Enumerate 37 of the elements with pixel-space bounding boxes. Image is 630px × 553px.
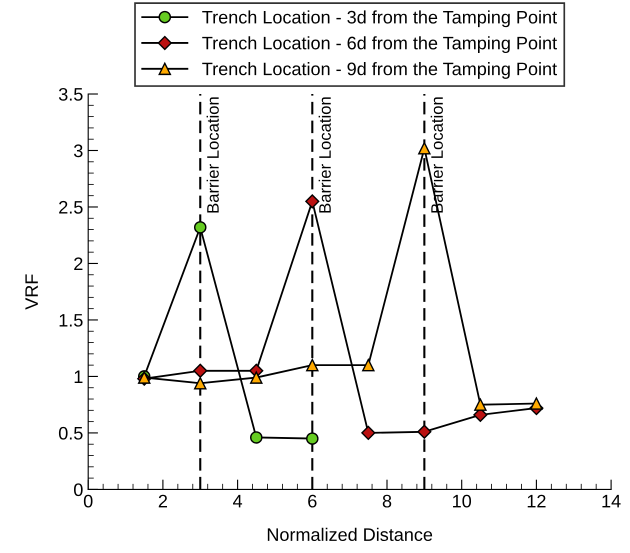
x-axis-title: Normalized Distance — [268, 528, 432, 542]
y-tick-label: 3.5 — [58, 88, 83, 101]
legend-label: Trench Location - 3d from the Tamping Point — [202, 10, 557, 28]
point — [417, 424, 432, 439]
y-tick-label: 2 — [74, 257, 82, 270]
legend-label: Trench Location - 6d from the Tamping Point — [202, 36, 557, 54]
y-tick-label: 0 — [74, 483, 83, 496]
y-tick-label: 1.5 — [60, 314, 83, 327]
x-tick-label: 10 — [453, 494, 472, 508]
y-tick-label: 0.5 — [58, 426, 83, 440]
y-tick-label: 1 — [74, 370, 82, 383]
ref-line-label: Barrier Location — [206, 97, 219, 213]
x-tick-label: 8 — [382, 494, 392, 508]
point — [362, 358, 375, 372]
point — [194, 376, 206, 390]
x-tick-label: 2 — [158, 494, 168, 508]
point — [418, 142, 431, 154]
x-tick-label: 12 — [528, 494, 546, 508]
y-axis-title: VRF — [25, 274, 38, 310]
ref-line-label: Barrier Location — [318, 97, 331, 213]
x-tick-label: 6 — [308, 494, 317, 508]
point — [194, 221, 206, 234]
y-tick-label: 2.5 — [59, 200, 83, 214]
point — [193, 364, 208, 378]
point — [474, 398, 487, 411]
y-tick-label: 3 — [74, 144, 83, 158]
point — [361, 426, 376, 440]
point — [530, 397, 543, 410]
legend-label: Trench Location - 9d from the Tamping Point — [202, 62, 557, 79]
x-tick-label: 0 — [84, 494, 93, 508]
x-tick-label: 4 — [232, 494, 242, 508]
point — [306, 432, 319, 445]
point — [250, 431, 263, 444]
point — [305, 194, 320, 208]
x-tick-label: 14 — [602, 494, 621, 508]
point — [250, 371, 263, 384]
point — [306, 358, 319, 372]
